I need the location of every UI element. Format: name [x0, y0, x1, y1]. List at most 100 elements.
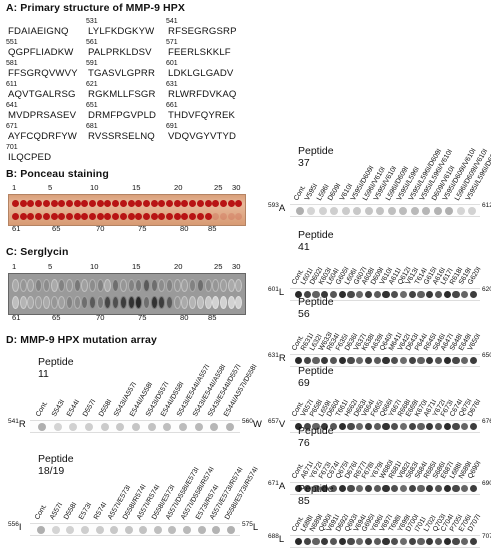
ponceau-spot	[189, 200, 197, 207]
peptide-p11-start-number: 541	[8, 418, 19, 425]
peptide-p56-spot	[391, 356, 399, 365]
peptide-p11-spot	[226, 422, 235, 431]
panel-b-title: B: Ponceau staining	[6, 168, 109, 180]
serglycin-top-number: 25	[214, 262, 223, 271]
serglycin-spot	[112, 279, 120, 292]
peptide-p85-spot	[426, 537, 434, 546]
serglycin-spot	[65, 279, 73, 292]
peptide-p56-spot	[294, 356, 302, 365]
peptide-p85-start-number: 688	[268, 533, 279, 540]
ponceau-spot	[81, 213, 89, 220]
peptide-p76-spot	[321, 484, 329, 493]
peptide-p18-start-residue: I	[18, 522, 22, 534]
ponceau-spot	[73, 213, 81, 220]
peptide-p69-end-number: 676	[482, 418, 491, 425]
peptide-p56-spot	[329, 356, 338, 365]
sequence-segment: PALPRKLDSV	[88, 47, 152, 58]
serglycin-membrane	[8, 273, 246, 315]
ponceau-spot	[27, 213, 35, 220]
serglycin-spot	[65, 296, 73, 309]
peptide-p76-spot	[443, 484, 451, 493]
serglycin-spot	[204, 296, 212, 309]
ponceau-spot	[127, 200, 135, 207]
peptide-p76-spot	[382, 484, 390, 493]
sequence-line: 551 QGPFLIADKW 561 PALPRKLDSV 571 FEERLSKKLF	[6, 39, 248, 59]
ponceau-spot	[50, 213, 58, 220]
peptide-p41-spot	[347, 290, 355, 299]
peptide-p85-spot	[452, 537, 460, 546]
peptide-p56-title: Peptide 56	[298, 296, 334, 320]
ponceau-spot	[173, 213, 181, 220]
sequence-segment: THDVFQYREK	[168, 110, 236, 121]
serglycin-spot	[166, 296, 173, 309]
peptide-p18-label: Cont.	[34, 503, 49, 521]
peptide-p69-spot	[373, 422, 381, 431]
peptide-p76-spot	[373, 484, 381, 493]
peptide-p37-spot	[468, 206, 477, 215]
peptide-p37-spot	[433, 206, 442, 215]
ponceau-spot	[166, 200, 173, 207]
peptide-p37-start-residue: A	[278, 203, 286, 215]
ponceau-spot	[42, 213, 50, 220]
ponceau-spot	[89, 200, 96, 207]
sequence-line: 581 FFSGRQVWVY 591 TGASVLGPRR 601 LDKLGLGADV	[6, 60, 248, 80]
ponceau-top-number: 1	[12, 183, 17, 192]
peptide-p56-spot	[321, 356, 329, 365]
sequence-segment: TGASVLGPRR	[88, 68, 156, 79]
peptide-p11-spot	[100, 422, 109, 431]
serglycin-spot	[73, 296, 81, 309]
peptide-p18-label: E573I	[77, 501, 94, 521]
sequence-segment: RGKMLLFSGR	[88, 89, 156, 100]
sequence-line: 671 AYFCQDRFYW 681 RVSSRSELNQ 691 VDQVGYVTYD	[6, 123, 248, 143]
peptide-p76-spot	[294, 484, 302, 493]
peptide-p37-spot	[330, 206, 339, 215]
serglycin-spot	[96, 296, 104, 309]
peptide-p56-spot	[347, 356, 355, 365]
peptide-p76-spot	[417, 484, 425, 493]
sequence-segment: AQVTGALRSG	[8, 89, 76, 100]
peptide-p76-spot	[356, 484, 364, 493]
ponceau-spot	[173, 200, 181, 207]
peptide-p56-end-number: 650	[482, 352, 491, 359]
serglycin-spot	[135, 279, 143, 292]
serglycin-bottom-number: 75	[138, 313, 147, 322]
sequence-residue-number: 671	[6, 123, 18, 130]
sequence-segment: LYLFKDGKYW	[88, 26, 155, 37]
serglycin-spot	[204, 279, 212, 292]
ponceau-spot	[219, 200, 227, 207]
ponceau-spot	[196, 200, 204, 207]
ponceau-top-number: 15	[132, 183, 141, 192]
ponceau-bottom-number: 70	[96, 224, 105, 233]
peptide-p69-spot	[329, 422, 338, 431]
sequence-residue-number: 681	[86, 123, 98, 130]
sequence-segment: QGPFLIADKW	[8, 47, 74, 58]
peptide-p41-spot	[434, 290, 443, 299]
ponceau-bottom-number: 80	[180, 224, 189, 233]
serglycin-spot	[35, 296, 43, 309]
ponceau-spot	[135, 213, 143, 220]
serglycin-spot	[142, 296, 150, 309]
peptide-p56-spot	[443, 356, 451, 365]
peptide-p37-end-number: 612	[482, 202, 491, 209]
ponceau-spot	[65, 213, 73, 220]
sequence-residue-number: 611	[6, 81, 18, 88]
sequence-segment: FDAIAEIGNQ	[8, 26, 69, 37]
ponceau-spot	[112, 213, 120, 220]
serglycin-spot	[150, 296, 158, 309]
peptide-p11-spot	[84, 422, 93, 431]
ponceau-spot	[127, 213, 135, 220]
serglycin-spot	[73, 279, 81, 292]
peptide-p11-spot	[132, 422, 140, 431]
serglycin-top-number: 20	[174, 262, 183, 271]
ponceau-spot	[104, 213, 112, 220]
serglycin-spot	[58, 279, 66, 292]
peptide-p41-start: 601L	[268, 286, 284, 298]
sequence-residue-number: 531	[86, 18, 98, 25]
peptide-p56-spot	[303, 356, 311, 365]
peptide-p56-spot	[461, 356, 469, 365]
serglycin-spot	[227, 279, 235, 292]
sequence-residue-number: 651	[86, 102, 98, 109]
peptide-p76-end-number: 690	[482, 480, 491, 487]
peptide-p69-spot	[364, 422, 373, 431]
ponceau-spot	[219, 213, 227, 220]
